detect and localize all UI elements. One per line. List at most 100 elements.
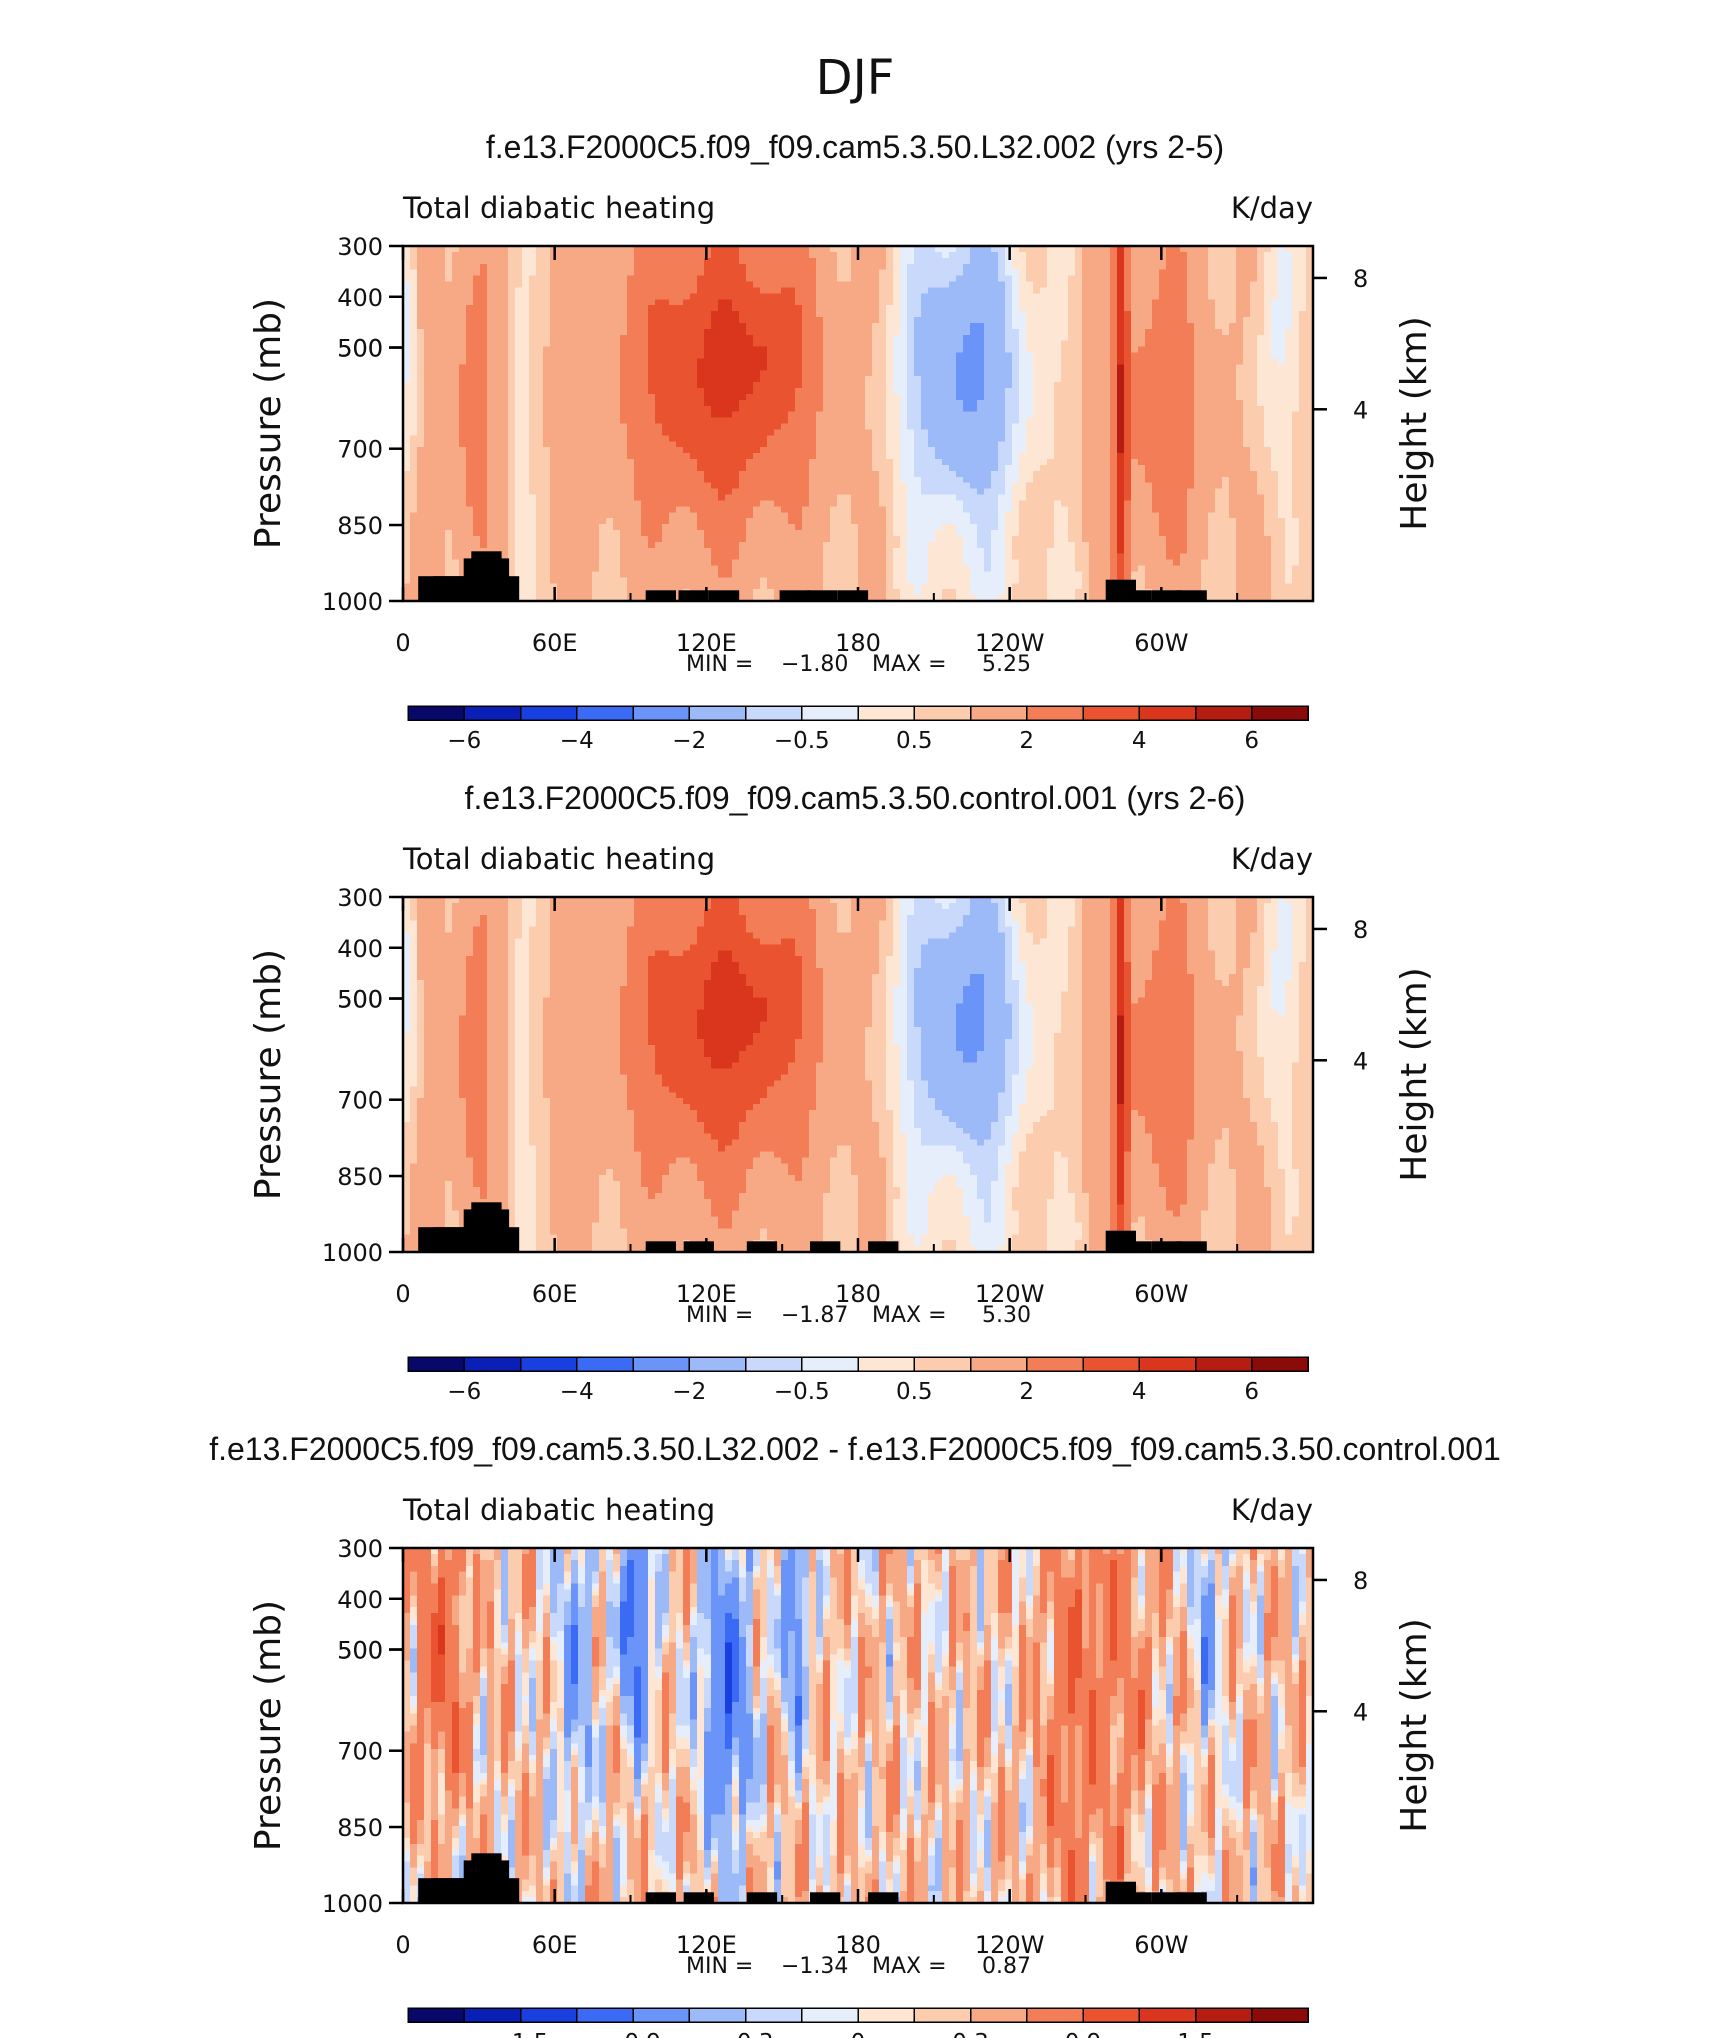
heat-cell — [550, 382, 558, 389]
heat-cell — [1005, 393, 1013, 401]
heat-cell — [529, 382, 537, 389]
heat-cell — [1285, 257, 1293, 265]
heat-cell — [1236, 411, 1244, 419]
heat-cell — [1215, 417, 1223, 425]
heat-cell — [844, 322, 852, 330]
heat-cell — [1033, 411, 1041, 419]
heat-cell — [487, 459, 495, 466]
heat-cell — [641, 393, 649, 401]
heat-cell — [900, 263, 908, 271]
heat-cell — [627, 393, 635, 401]
heat-cell — [1117, 399, 1125, 407]
heat-cell — [634, 299, 642, 306]
heat-cell — [431, 405, 439, 413]
heat-cell — [424, 269, 432, 277]
heat-cell — [620, 470, 628, 478]
heat-cell — [753, 405, 761, 413]
heat-cell — [781, 388, 789, 395]
heat-cell — [893, 423, 901, 431]
heat-cell — [1166, 370, 1174, 377]
heat-cell — [1173, 417, 1181, 425]
heat-cell — [928, 275, 936, 283]
heat-cell — [1061, 257, 1069, 265]
heat-cell — [522, 293, 530, 300]
heat-cell — [1152, 340, 1160, 348]
heat-cell — [1019, 334, 1027, 342]
heat-cell — [907, 417, 915, 425]
heat-cell — [1089, 393, 1097, 401]
heat-cell — [1285, 453, 1293, 460]
heat-cell — [802, 281, 810, 289]
heat-cell — [1292, 388, 1300, 395]
heat-cell — [1187, 269, 1195, 277]
heat-cell — [823, 328, 831, 336]
heat-cell — [1026, 251, 1034, 259]
heat-cell — [928, 429, 936, 436]
heat-cell — [599, 453, 607, 460]
heat-cell — [676, 393, 684, 401]
heat-cell — [1285, 269, 1293, 277]
heat-cell — [795, 257, 803, 265]
heat-cell — [942, 382, 950, 389]
heat-cell — [928, 257, 936, 265]
heat-cell — [963, 358, 971, 365]
heat-cell — [816, 423, 824, 431]
heat-cell — [718, 388, 726, 395]
heat-cell — [1292, 269, 1300, 277]
heat-cell — [1201, 411, 1209, 419]
heat-cell — [851, 388, 859, 395]
heat-cell — [403, 334, 411, 342]
heat-cell — [1131, 346, 1139, 354]
heat-cell — [1250, 287, 1258, 294]
heat-cell — [578, 370, 586, 377]
heat-cell — [1250, 388, 1258, 395]
heat-cell — [697, 376, 705, 383]
heat-cell — [907, 287, 915, 294]
heat-cell — [1257, 399, 1265, 407]
heat-cell — [1033, 328, 1041, 336]
heat-cell — [431, 299, 439, 306]
heat-cell — [907, 246, 915, 253]
heat-cell — [1103, 370, 1111, 377]
heat-cell — [704, 352, 712, 360]
heat-cell — [725, 388, 733, 395]
heat-cell — [1152, 364, 1160, 371]
heat-cell — [921, 317, 929, 324]
heat-cell — [1075, 364, 1083, 371]
heat-cell — [886, 263, 894, 271]
heat-cell — [977, 411, 985, 419]
heat-cell — [480, 287, 488, 294]
heat-cell — [879, 281, 887, 289]
heat-cell — [851, 322, 859, 330]
heat-cell — [1145, 281, 1153, 289]
heat-cell — [557, 293, 565, 300]
heat-cell — [585, 299, 593, 306]
heat-cell — [767, 352, 775, 360]
heat-cell — [1005, 293, 1013, 300]
heat-cell — [480, 322, 488, 330]
heat-cell — [564, 388, 572, 395]
heat-cell — [774, 311, 782, 318]
heat-cell — [655, 382, 663, 389]
heat-cell — [480, 453, 488, 460]
heat-cell — [550, 435, 558, 442]
heat-cell — [1152, 358, 1160, 365]
heat-cell — [690, 352, 698, 360]
heat-cell — [795, 441, 803, 448]
heat-cell — [606, 334, 614, 342]
heat-cell — [669, 281, 677, 289]
heat-cell — [1271, 464, 1279, 472]
heat-cell — [1215, 411, 1223, 419]
heat-cell — [1243, 358, 1251, 365]
heat-cell — [928, 464, 936, 472]
heat-cell — [795, 417, 803, 425]
heat-cell — [886, 399, 894, 407]
heat-cell — [550, 352, 558, 360]
heat-cell — [984, 382, 992, 389]
heat-cell — [1159, 251, 1167, 259]
heat-cell — [921, 382, 929, 389]
heat-cell — [452, 293, 460, 300]
heat-cell — [543, 453, 551, 460]
heat-cell — [956, 299, 964, 306]
heat-cell — [1159, 376, 1167, 383]
